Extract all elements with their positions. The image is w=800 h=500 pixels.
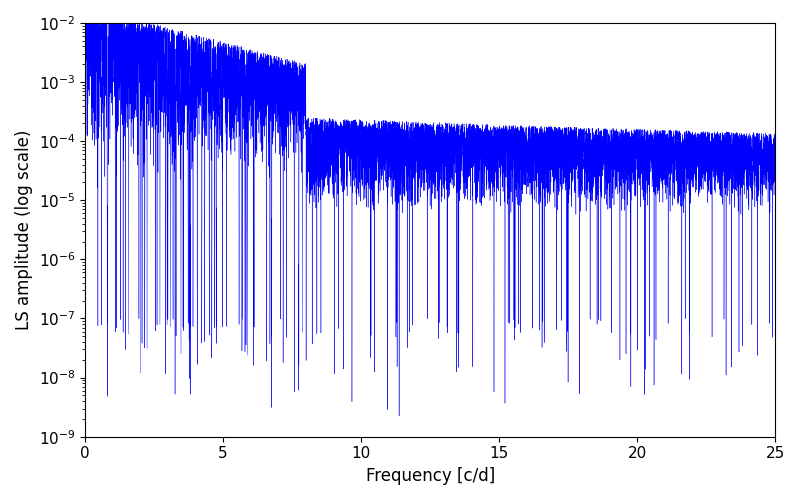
Y-axis label: LS amplitude (log scale): LS amplitude (log scale): [15, 130, 33, 330]
X-axis label: Frequency [c/d]: Frequency [c/d]: [366, 467, 494, 485]
